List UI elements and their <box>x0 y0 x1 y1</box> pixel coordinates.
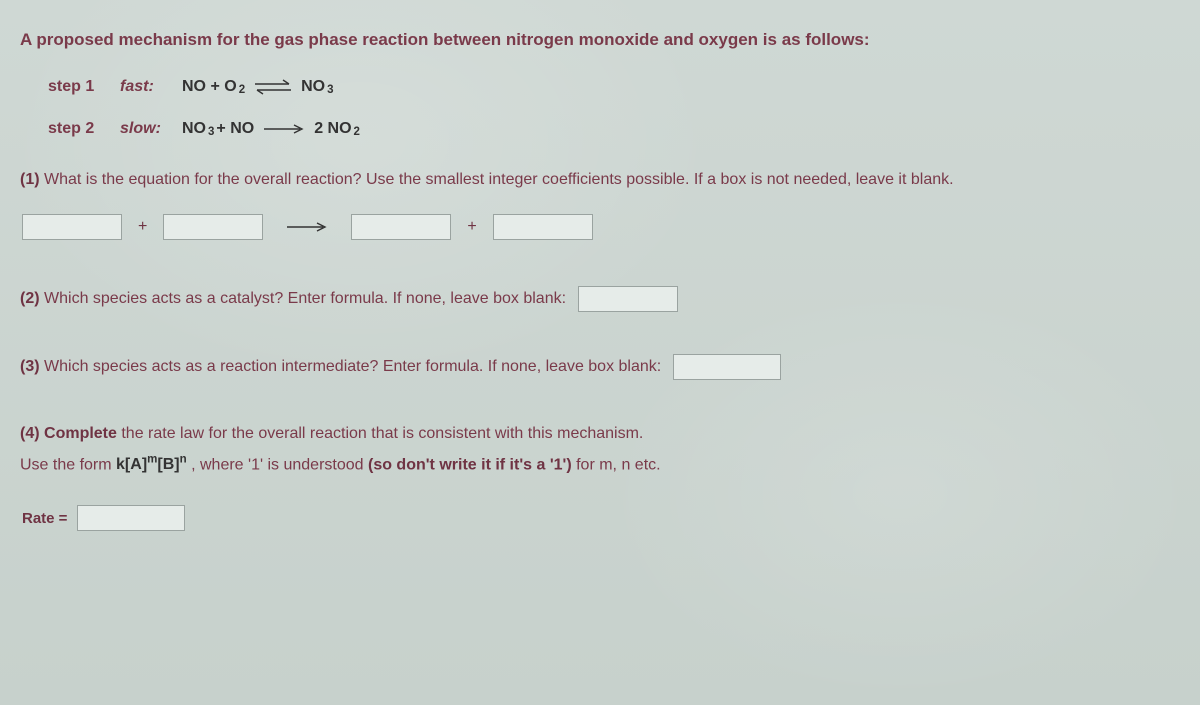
equilibrium-arrow-icon <box>253 79 293 95</box>
question-3: (3) Which species acts as a reaction int… <box>20 354 1180 380</box>
q4-b3: for m, n etc. <box>576 456 660 473</box>
m-sup: m <box>147 454 157 466</box>
step-1-label: step 1 <box>48 78 120 96</box>
eqn2-sub1: 3 <box>208 126 214 138</box>
question-2: (2) Which species acts as a catalyst? En… <box>20 286 1180 312</box>
eqn2-t2: + NO <box>216 120 254 138</box>
right-arrow-icon <box>262 123 306 135</box>
eqn2-rhs: 2 NO <box>314 120 351 138</box>
step-1-row: step 1 fast: NO + O2 NO3 <box>48 78 1180 96</box>
step-2-rate: slow: <box>120 120 182 138</box>
eqn2-t1: NO <box>182 120 206 138</box>
b-part: [B] <box>157 456 179 473</box>
q4-num: (4) <box>20 425 40 442</box>
mechanism-steps: step 1 fast: NO + O2 NO3 step 2 slow: NO… <box>48 78 1180 138</box>
q4-bold: Complete <box>40 425 117 442</box>
k-part: k[A] <box>116 456 147 473</box>
q3-num: (3) <box>20 358 40 375</box>
step-1-equation: NO + O2 NO3 <box>182 78 334 96</box>
q3-text: Which species acts as a reaction interme… <box>40 358 662 375</box>
eqn1-lhs: NO + O <box>182 78 237 96</box>
q2-num: (2) <box>20 290 40 307</box>
rate-label: Rate = <box>22 510 67 527</box>
q4-paren: (so don't write it if it's a '1') <box>368 456 572 473</box>
q4-b1: Use the form <box>20 456 116 473</box>
question-4-line1: (4) Complete the rate law for the overal… <box>20 422 1180 446</box>
catalyst-input[interactable] <box>578 286 678 312</box>
step-2-row: step 2 slow: NO3 + NO 2 NO2 <box>48 120 1180 138</box>
q4-b2: , where '1' is understood <box>191 456 368 473</box>
q2-text: Which species acts as a catalyst? Enter … <box>40 290 566 307</box>
eqn2-sub2: 2 <box>354 126 360 138</box>
n-sup: n <box>180 454 187 466</box>
q1-num: (1) <box>20 171 40 188</box>
reactant-2-input[interactable] <box>163 214 263 240</box>
step-2-equation: NO3 + NO 2 NO2 <box>182 120 360 138</box>
question-1: (1) What is the equation for the overall… <box>20 168 1180 192</box>
step-2-label: step 2 <box>48 120 120 138</box>
rate-input[interactable] <box>77 505 185 531</box>
product-2-input[interactable] <box>493 214 593 240</box>
rate-form: k[A]m[B]n <box>116 456 191 473</box>
heading: A proposed mechanism for the gas phase r… <box>20 30 1180 50</box>
q4-text-a: the rate law for the overall reaction th… <box>117 425 643 442</box>
eqn1-rhs: NO <box>301 78 325 96</box>
eqn1-sub1: 2 <box>239 84 245 96</box>
reactant-1-input[interactable] <box>22 214 122 240</box>
question-4-line2: Use the form k[A]m[B]n , where '1' is un… <box>20 452 1180 477</box>
product-1-input[interactable] <box>351 214 451 240</box>
q1-text: What is the equation for the overall rea… <box>40 171 954 188</box>
intermediate-input[interactable] <box>673 354 781 380</box>
right-arrow-icon <box>285 221 329 233</box>
plus-op-1: + <box>138 218 147 236</box>
rate-row: Rate = <box>22 505 1180 531</box>
overall-reaction-inputs: + + <box>22 214 1180 240</box>
step-1-rate: fast: <box>120 78 182 96</box>
plus-op-2: + <box>467 218 476 236</box>
eqn1-sub2: 3 <box>327 84 333 96</box>
